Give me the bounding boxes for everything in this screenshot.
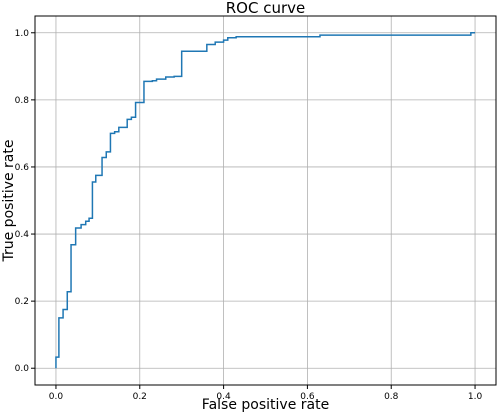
x-tick-label: 0.6 [300, 392, 315, 402]
y-tick-label: 0.6 [15, 163, 30, 173]
plot-frame [34, 15, 497, 386]
y-tick-label: 0.2 [15, 297, 29, 307]
x-tick-label: 1.0 [468, 392, 483, 402]
x-tick-label: 0.2 [133, 392, 147, 402]
y-tick-label: 1.0 [15, 29, 30, 39]
grid-layer [35, 16, 496, 385]
tick-layer: 0.0 0.2 0.4 0.6 0.8 1.0 0.0 0.2 0.4 0.6 0.8 1.0 [15, 29, 483, 402]
y-axis-label: True positive rate [1, 140, 17, 263]
y-tick-label: 0.8 [15, 96, 30, 106]
chart-title: ROC curve [226, 0, 306, 17]
x-tick-label: 0.8 [384, 392, 399, 402]
y-tick-label: 0.4 [15, 230, 30, 240]
x-axis-label: False positive rate [202, 397, 329, 413]
x-tick-label: 0.0 [49, 392, 64, 402]
x-tick-label: 0.4 [216, 392, 231, 402]
roc-curve-line [55, 32, 476, 369]
y-tick-label: 0.0 [15, 364, 30, 374]
